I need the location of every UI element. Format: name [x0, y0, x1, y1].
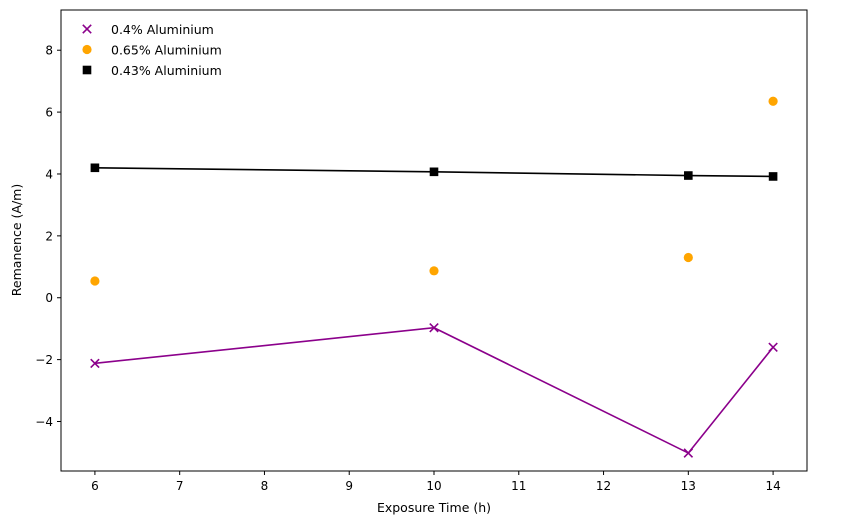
series-square-2-line	[94, 166, 774, 178]
legend-label-2: 0.43% Aluminium	[111, 63, 222, 78]
series-square-2-point	[90, 163, 100, 173]
series-x-0-point	[429, 322, 439, 333]
x-tick-label: 9	[345, 479, 353, 493]
x-tick-label: 13	[681, 479, 696, 493]
y-tick-label: 0	[45, 291, 53, 305]
x-tick-label: 11	[511, 479, 526, 493]
series-circle-1	[90, 96, 778, 286]
series-circle-1-point	[429, 266, 439, 276]
x-tick-label: 6	[91, 479, 99, 493]
series-x-0-point-stroke	[429, 322, 439, 333]
legend-marker-0-stroke	[82, 24, 92, 34]
series-x-0-point-stroke	[683, 448, 694, 458]
plot-frame	[60, 9, 808, 472]
legend-marker-2	[82, 65, 92, 75]
series-square-2-point	[684, 171, 693, 180]
series-x-0-point-stroke	[90, 358, 100, 369]
series-circle-1-point	[768, 96, 778, 106]
y-tick-label: 8	[45, 44, 53, 58]
series-x-0	[90, 322, 778, 458]
series-square-2-point	[429, 167, 439, 177]
y-tick-label: −2	[35, 353, 53, 367]
x-tick-label: 8	[261, 479, 269, 493]
series-x-0-point	[90, 358, 100, 369]
y-tick-label: −4	[35, 415, 53, 429]
x-tick-label: 10	[426, 479, 441, 493]
series-circle-1-point	[90, 276, 100, 286]
legend: 0.4% Aluminium 0.65% Aluminium 0.43% Alumi…	[82, 22, 222, 78]
legend-marker-0	[82, 24, 92, 34]
series-square-2	[90, 163, 778, 181]
series-circle-1-point	[683, 252, 693, 263]
series-x-0-point-stroke	[768, 342, 778, 353]
series-x-0-point	[683, 448, 694, 458]
series-x-0-line	[94, 326, 774, 455]
legend-label-1: 0.65% Aluminium	[111, 43, 222, 58]
legend-label-0: 0.4% Aluminium	[111, 22, 214, 37]
series-square-2-point	[768, 172, 778, 181]
y-tick-label: 2	[45, 229, 53, 243]
series-x-0-point	[768, 342, 778, 353]
y-axis-label: Remanence (A/m)	[9, 184, 24, 296]
plot-area	[90, 96, 778, 458]
legend-marker-1	[82, 44, 92, 55]
y-tick-label: 6	[45, 106, 53, 120]
y-axis: −4 −2 0 2 4 6 8	[35, 44, 61, 429]
x-tick-label: 7	[176, 479, 184, 493]
x-tick-label: 12	[596, 479, 611, 493]
x-tick-label: 14	[765, 479, 780, 493]
x-axis: 6 7 8 9 10 11 12 13 14	[91, 471, 781, 493]
y-tick-label: 4	[45, 167, 53, 181]
x-axis-label: Exposure Time (h)	[377, 500, 491, 515]
